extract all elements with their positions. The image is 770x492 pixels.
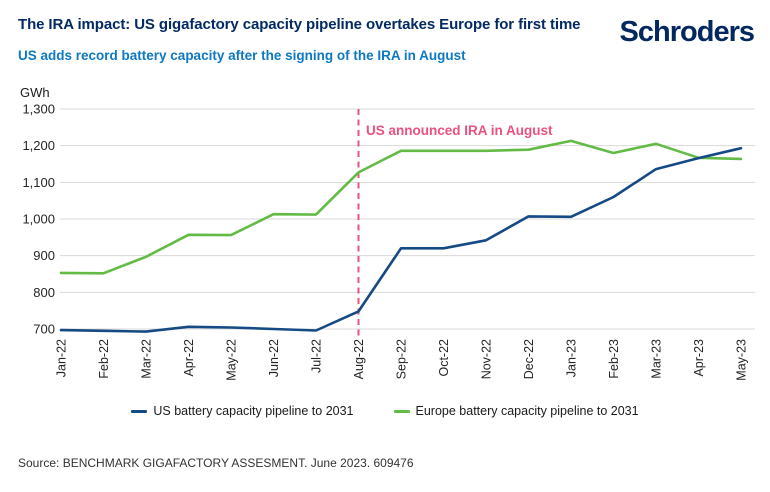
page-title: The IRA impact: US gigafactory capacity … bbox=[18, 16, 581, 33]
legend-label-europe: Europe battery capacity pipeline to 2031 bbox=[415, 404, 639, 418]
us-line bbox=[59, 146, 743, 333]
x-tick-label: Jun-22 bbox=[267, 339, 281, 377]
page-subtitle: US adds record battery capacity after th… bbox=[18, 48, 466, 63]
gridlines bbox=[60, 108, 755, 330]
europe-line-swatch bbox=[393, 409, 410, 413]
europe-line bbox=[59, 139, 743, 275]
x-tick-label: Nov-22 bbox=[480, 339, 494, 379]
x-tick-label: May-23 bbox=[735, 339, 749, 381]
y-tick-label: 1,300 bbox=[22, 102, 55, 117]
y-tick-label: 800 bbox=[33, 285, 55, 300]
x-tick-label: Jan-23 bbox=[565, 339, 579, 377]
x-tick-label: May-22 bbox=[225, 339, 239, 381]
x-tick-label: Feb-23 bbox=[607, 339, 621, 379]
x-tick-label: Apr-23 bbox=[692, 339, 706, 377]
x-tick-label: Sep-22 bbox=[395, 339, 409, 379]
source-note: Source: BENCHMARK GIGAFACTORY ASSESMENT.… bbox=[18, 456, 414, 470]
y-tick-label: 1,000 bbox=[22, 212, 55, 227]
y-axis-unit-label: GWh bbox=[20, 85, 50, 100]
chart-legend: US battery capacity pipeline to 2031 Eur… bbox=[0, 404, 770, 418]
x-tick-label: Feb-22 bbox=[97, 339, 111, 379]
x-tick-label: Jan-22 bbox=[55, 339, 69, 377]
us-line-swatch bbox=[131, 409, 148, 413]
x-tick-label: Mar-22 bbox=[140, 339, 154, 379]
x-tick-label: Jul-22 bbox=[310, 339, 324, 373]
legend-item-us: US battery capacity pipeline to 2031 bbox=[131, 404, 354, 418]
legend-label-us: US battery capacity pipeline to 2031 bbox=[153, 404, 354, 418]
y-tick-label: 1,200 bbox=[22, 138, 55, 153]
legend-item-europe: Europe battery capacity pipeline to 2031 bbox=[393, 404, 639, 418]
ira-annotation: US announced IRA in August bbox=[366, 123, 553, 138]
schroders-logo: Schroders bbox=[619, 16, 755, 48]
x-axis-labels: Jan-22 Feb-22 Mar-22 Apr-22 May-22 Jun-22 Jul-… bbox=[55, 339, 749, 381]
y-tick-label: 900 bbox=[33, 248, 55, 263]
x-tick-label: Apr-22 bbox=[182, 339, 196, 377]
x-tick-label: Aug-22 bbox=[352, 339, 366, 379]
chart-svg: GWh 700 800 900 1,000 1,100 1,200 1,300 Jan-22… bbox=[20, 85, 755, 381]
x-tick-label: Oct-22 bbox=[437, 339, 451, 377]
y-tick-label: 1,100 bbox=[22, 175, 55, 190]
y-tick-label: 700 bbox=[33, 322, 55, 337]
x-tick-label: Dec-22 bbox=[522, 339, 536, 379]
x-tick-label: Mar-23 bbox=[650, 339, 664, 379]
y-axis-labels: 700 800 900 1,000 1,100 1,200 1,300 bbox=[22, 102, 55, 337]
